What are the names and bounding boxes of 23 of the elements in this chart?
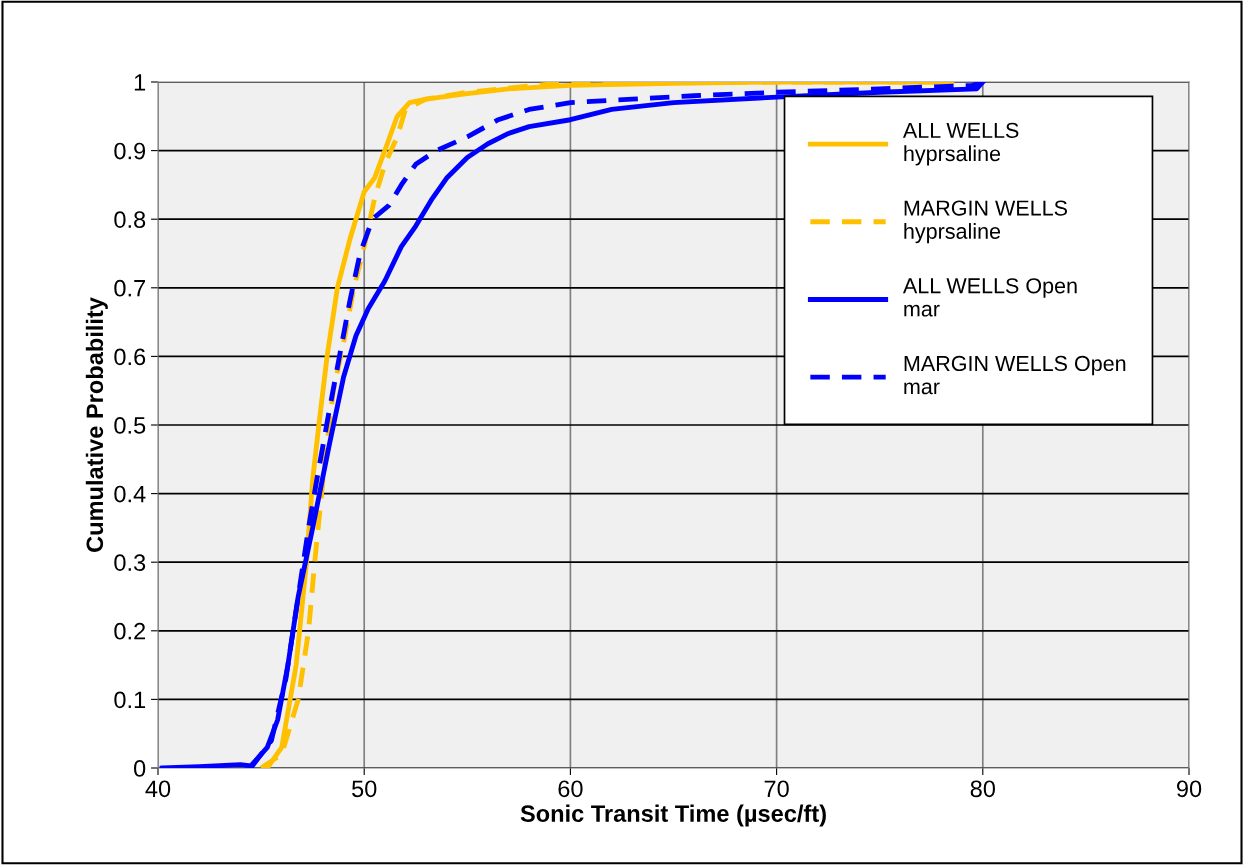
- x-tick-label: 90: [1176, 780, 1202, 798]
- y-tick-label: 0.4: [114, 485, 146, 503]
- y-tick-label: 0.8: [114, 211, 146, 228]
- y-tick-label: 0: [133, 760, 146, 777]
- y-tick-label: 0.9: [114, 142, 146, 160]
- y-tick-label: 0.1: [114, 691, 146, 709]
- x-tick-label: 80: [970, 780, 996, 798]
- legend-label: MARGIN WELLS hyprsaline: [904, 200, 1067, 244]
- legend-label: MARGIN WELLS Open mar: [904, 355, 1126, 395]
- y-tick-label: 0.6: [114, 348, 146, 366]
- x-tick-label: 50: [352, 780, 377, 798]
- y-axis-title: Cumulative Probability: [85, 297, 108, 552]
- y-tick-label: 0.7: [114, 279, 146, 297]
- y-tick-label: 1: [134, 74, 146, 91]
- x-axis-title: Sonic Transit Time (µsec/ft): [520, 804, 826, 827]
- legend-label: ALL WELLS hyprsaline: [902, 122, 1019, 166]
- y-tick-label: 0.5: [114, 417, 146, 434]
- x-tick-label: 40: [145, 780, 171, 798]
- y-tick-label: 0.3: [114, 554, 146, 571]
- x-tick-label: 70: [764, 780, 789, 798]
- x-tick-label: 60: [558, 780, 583, 798]
- y-tick-label: 0.2: [114, 622, 146, 640]
- legend-label: ALL WELLS Open mar: [902, 278, 1077, 317]
